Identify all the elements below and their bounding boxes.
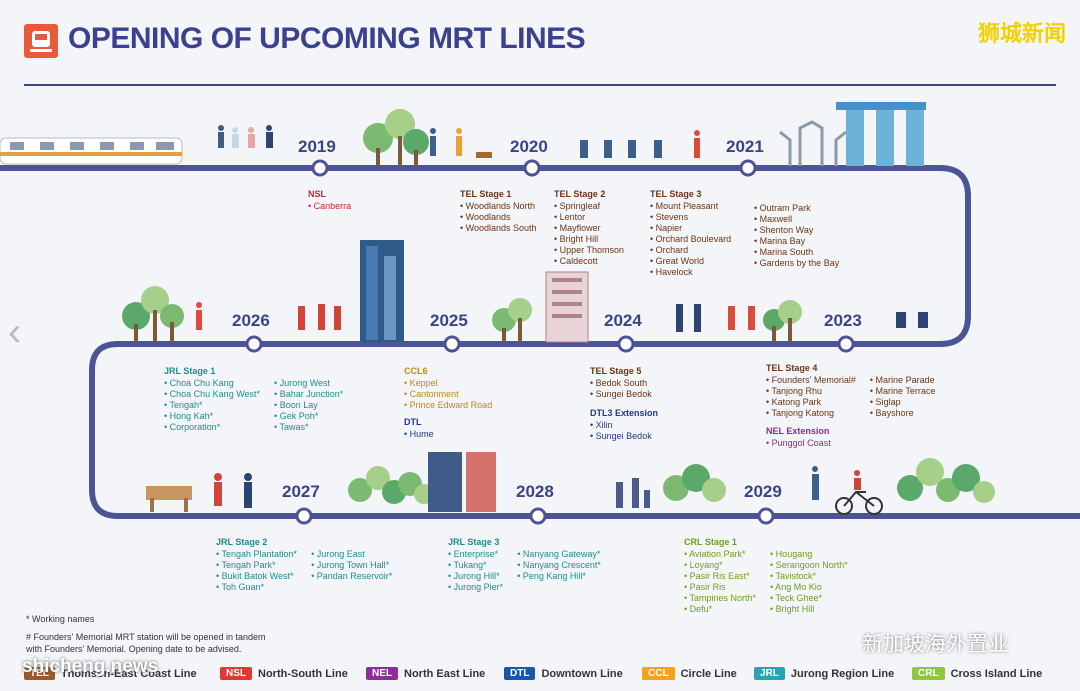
group-jrl2: JRL Stage 2 • Tengah Plantation* • Tengah… <box>216 537 393 592</box>
group-nsl: NSL • Canberra <box>308 189 352 211</box>
station-dot-2028 <box>529 507 547 525</box>
station-dot-2020 <box>523 159 541 177</box>
year-2028: 2028 <box>516 482 554 501</box>
group-tel3-continued: • Outram Park • Maxwell • Shenton Way • Mar… <box>754 203 840 268</box>
bench-icon <box>146 486 192 512</box>
page-title: OPENING OF UPCOMING MRT LINES <box>68 22 586 55</box>
group-tel3: TEL Stage 3 • Mount Pleasant • Stevens • N… <box>650 189 732 277</box>
station-dot-2029 <box>757 507 775 525</box>
group-tel1: TEL Stage 1 • Woodlands North • Woodlands… <box>460 189 537 233</box>
watermark-site: shicheng.news <box>22 656 159 677</box>
legend-nsl: NSL North-South Line <box>220 667 348 680</box>
mrt-logo-icon <box>24 24 58 58</box>
legend-tel: TEL Thomson-East Coast Line <box>24 667 197 680</box>
station-dot-2027 <box>295 507 313 525</box>
mrt-track <box>0 165 1080 519</box>
group-jrl3: JRL Stage 3 • Enterprise* • Tukang* • Juro… <box>448 537 601 592</box>
station-dot-2023 <box>837 335 855 353</box>
station-dot-2019 <box>311 159 329 177</box>
group-ccl6: CCL6 • Keppel • Cantonment • Prince Edward… <box>404 366 493 410</box>
station-dot-2025 <box>443 335 461 353</box>
bicycle-icon <box>835 490 883 515</box>
year-2025: 2025 <box>430 311 468 330</box>
year-2020: 2020 <box>510 137 548 156</box>
footnotes: * Working names # Founders' Memorial MRT… <box>26 614 266 654</box>
watermark-bottom: 新加坡海外置业 <box>862 632 1009 656</box>
station-dot-2021 <box>739 159 757 177</box>
group-dtl: DTL • Hume <box>404 417 434 439</box>
header-divider <box>24 84 1056 86</box>
station-dot-2024 <box>617 335 635 353</box>
year-2024: 2024 <box>604 311 642 330</box>
tree-icons <box>122 109 995 504</box>
group-jrl1: JRL Stage 1 • Choa Chu Kang • Choa Chu Ka… <box>164 366 344 432</box>
previous-arrow-icon[interactable]: ‹ <box>8 310 22 354</box>
people-icons <box>196 125 928 508</box>
year-2019: 2019 <box>298 137 336 156</box>
station-dot-2026 <box>245 335 263 353</box>
year-2027: 2027 <box>282 482 320 501</box>
group-tel2: TEL Stage 2 • Springleaf • Lentor • Mayflo… <box>554 189 625 266</box>
building-icons <box>360 102 926 512</box>
year-2029: 2029 <box>744 482 782 501</box>
group-dtl3-extension: DTL3 Extension • Xilin • Sungei Bedok <box>590 408 659 441</box>
group-crl1: CRL Stage 1 • Aviation Park* • Loyang* • P… <box>684 537 848 614</box>
legend-dtl: DTL Downtown Line <box>504 667 623 680</box>
group-nel-extension: NEL Extension • Punggol Coast <box>766 426 831 448</box>
year-2026: 2026 <box>232 311 270 330</box>
legend-crl: CRL Cross Island Line <box>912 667 1042 680</box>
train-icon <box>0 137 183 165</box>
group-tel4: TEL Stage 4 • Founders' Memorial# • Tanjo… <box>766 363 936 418</box>
legend-jrl: JRL Jurong Region Line <box>754 667 894 680</box>
group-tel5: TEL Stage 5 • Bedok South • Sungei Bedok <box>590 366 652 399</box>
legend-nel: NEL North East Line <box>366 667 485 680</box>
year-2023: 2023 <box>824 311 862 330</box>
watermark-top: 狮城新闻 <box>977 22 1066 47</box>
year-2021: 2021 <box>726 137 764 156</box>
legend-ccl: CCL Circle Line <box>642 667 737 680</box>
